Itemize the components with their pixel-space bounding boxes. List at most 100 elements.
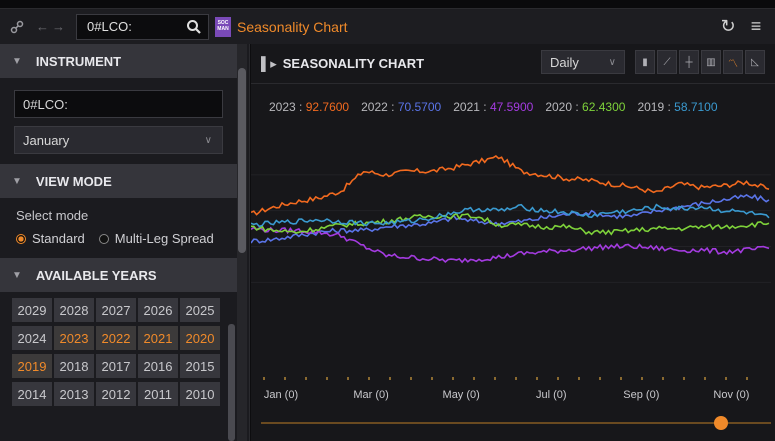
slider-tick bbox=[620, 377, 622, 380]
legend-value: 92.7600 bbox=[305, 100, 350, 114]
range-slider-handle[interactable] bbox=[714, 416, 728, 430]
menu-icon[interactable]: ≡ bbox=[750, 15, 762, 36]
legend-separator: : bbox=[664, 100, 675, 114]
year-2028[interactable]: 2028 bbox=[54, 298, 94, 322]
year-2027[interactable]: 2027 bbox=[96, 298, 136, 322]
month-value: January bbox=[23, 132, 70, 148]
slider-tick bbox=[599, 377, 601, 380]
legend-year: 2019 bbox=[637, 100, 665, 114]
year-2011[interactable]: 2011 bbox=[138, 382, 178, 406]
instrument-header-label: INSTRUMENT bbox=[35, 53, 122, 69]
settings-panel: ▼ INSTRUMENT 0#LCO: January ∨ ▼ VIEW MOD… bbox=[0, 44, 250, 441]
slider-tick bbox=[431, 377, 433, 380]
area-chart-icon[interactable]: ◺ bbox=[745, 50, 765, 74]
select-mode-label: Select mode bbox=[16, 208, 89, 223]
year-2029[interactable]: 2029 bbox=[12, 298, 52, 322]
year-2016[interactable]: 2016 bbox=[138, 354, 178, 378]
x-tick-label: Jan (0) bbox=[264, 389, 298, 401]
slider-tick bbox=[368, 377, 370, 380]
year-2014[interactable]: 2014 bbox=[12, 382, 52, 406]
chart-tools: ▮ ⟋ ┼ ▥ 〽 ◺ bbox=[635, 50, 765, 74]
x-tick-label: Nov (0) bbox=[713, 389, 749, 401]
year-2023[interactable]: 2023 bbox=[54, 326, 94, 350]
bar-tool-icon[interactable]: ▥ bbox=[701, 50, 721, 74]
collapse-caret-icon: ▼ bbox=[12, 175, 22, 187]
slider-tick bbox=[452, 377, 454, 380]
back-forward-icon[interactable]: ←→ bbox=[36, 19, 68, 34]
slider-tick bbox=[641, 377, 643, 380]
legend-item-2022: 2022 : 70.5700 bbox=[361, 100, 441, 114]
collapse-caret-icon: ▼ bbox=[12, 269, 22, 281]
radio-selected-icon bbox=[16, 233, 26, 244]
app-toolbar: ←→ 0#LCO: SOC MAN Seasonality Chart ↻ ≡ bbox=[0, 8, 775, 44]
year-2012[interactable]: 2012 bbox=[96, 382, 136, 406]
slider-tick bbox=[263, 377, 265, 380]
slider-tick bbox=[578, 377, 580, 380]
radio-unselected-icon bbox=[98, 233, 109, 244]
chart-legend: 2023 : 92.7600 2022 : 70.5700 2021 : 47.59… bbox=[269, 100, 718, 114]
legend-separator: : bbox=[572, 100, 583, 114]
year-2017[interactable]: 2017 bbox=[96, 354, 136, 378]
slider-tick bbox=[662, 377, 664, 380]
legend-year: 2022 bbox=[361, 100, 388, 114]
link-icon[interactable] bbox=[4, 14, 30, 40]
seasonality-plot: Jan (0) Mar (0) May (0) Jul (0) Sep (0) Nov (… bbox=[251, 155, 771, 401]
legend-separator: : bbox=[295, 100, 306, 114]
years-scrollbar[interactable] bbox=[228, 324, 235, 441]
panel-toggle-icon[interactable]: ▌▸ bbox=[261, 55, 277, 71]
panel-scrollbar[interactable] bbox=[237, 44, 247, 441]
chart-title: ▌▸ SEASONALITY CHART bbox=[261, 56, 424, 72]
search-input[interactable]: 0#LCO: bbox=[76, 13, 209, 40]
x-tick-label: Jul (0) bbox=[536, 389, 567, 401]
search-icon[interactable] bbox=[186, 19, 202, 35]
view-mode-header-label: VIEW MODE bbox=[35, 173, 112, 189]
instrument-value: 0#LCO: bbox=[23, 96, 68, 112]
legend-item-2021: 2021 : 47.5900 bbox=[453, 100, 533, 114]
year-2025[interactable]: 2025 bbox=[180, 298, 220, 322]
line-tool-icon[interactable]: ⟋ bbox=[657, 50, 677, 74]
slider-tick bbox=[683, 377, 685, 380]
radio-standard[interactable]: Standard bbox=[16, 231, 85, 246]
refresh-icon[interactable]: ↻ bbox=[720, 15, 736, 36]
available-years-header[interactable]: ▼ AVAILABLE YEARS bbox=[0, 258, 237, 292]
search-value: 0#LCO: bbox=[87, 19, 132, 34]
radio-multi-leg-spread[interactable]: Multi-Leg Spread bbox=[98, 231, 214, 246]
app-badge: SOC MAN bbox=[215, 16, 231, 37]
year-2020[interactable]: 2020 bbox=[180, 326, 220, 350]
year-2018[interactable]: 2018 bbox=[54, 354, 94, 378]
slider-tick bbox=[473, 377, 475, 380]
year-2010[interactable]: 2010 bbox=[180, 382, 220, 406]
candlestick-icon[interactable]: ▮ bbox=[635, 50, 655, 74]
slider-tick bbox=[746, 377, 748, 380]
year-2015[interactable]: 2015 bbox=[180, 354, 220, 378]
legend-year: 2020 bbox=[545, 100, 573, 114]
available-years-header-label: AVAILABLE YEARS bbox=[35, 267, 157, 283]
month-select[interactable]: January ∨ bbox=[14, 126, 223, 154]
ohlc-icon[interactable]: ┼ bbox=[679, 50, 699, 74]
year-2019[interactable]: 2019 bbox=[12, 354, 52, 378]
instrument-header[interactable]: ▼ INSTRUMENT bbox=[0, 44, 237, 78]
top-edge bbox=[0, 0, 775, 8]
legend-item-2023: 2023 : 92.7600 bbox=[269, 100, 349, 114]
view-mode-header[interactable]: ▼ VIEW MODE bbox=[0, 164, 237, 198]
series-line-2023 bbox=[251, 155, 770, 216]
year-2024[interactable]: 2024 bbox=[12, 326, 52, 350]
chart-title-text: SEASONALITY CHART bbox=[282, 55, 425, 71]
year-2022[interactable]: 2022 bbox=[96, 326, 136, 350]
collapse-caret-icon: ▼ bbox=[12, 55, 22, 67]
legend-value: 58.7100 bbox=[674, 100, 718, 114]
slider-tick bbox=[410, 377, 412, 380]
range-slider-track[interactable] bbox=[261, 422, 771, 424]
year-2026[interactable]: 2026 bbox=[138, 298, 178, 322]
instrument-input[interactable]: 0#LCO: bbox=[14, 90, 223, 118]
year-2021[interactable]: 2021 bbox=[138, 326, 178, 350]
app-title: Seasonality Chart bbox=[237, 18, 348, 35]
slider-tick bbox=[326, 377, 328, 380]
legend-separator: : bbox=[387, 100, 398, 114]
line-chart-icon[interactable]: 〽 bbox=[723, 50, 743, 74]
panel-scroll-thumb[interactable] bbox=[238, 68, 246, 253]
year-2013[interactable]: 2013 bbox=[54, 382, 94, 406]
slider-tick bbox=[725, 377, 727, 380]
period-select[interactable]: Daily ∨ bbox=[541, 50, 625, 74]
legend-separator: : bbox=[479, 100, 490, 114]
